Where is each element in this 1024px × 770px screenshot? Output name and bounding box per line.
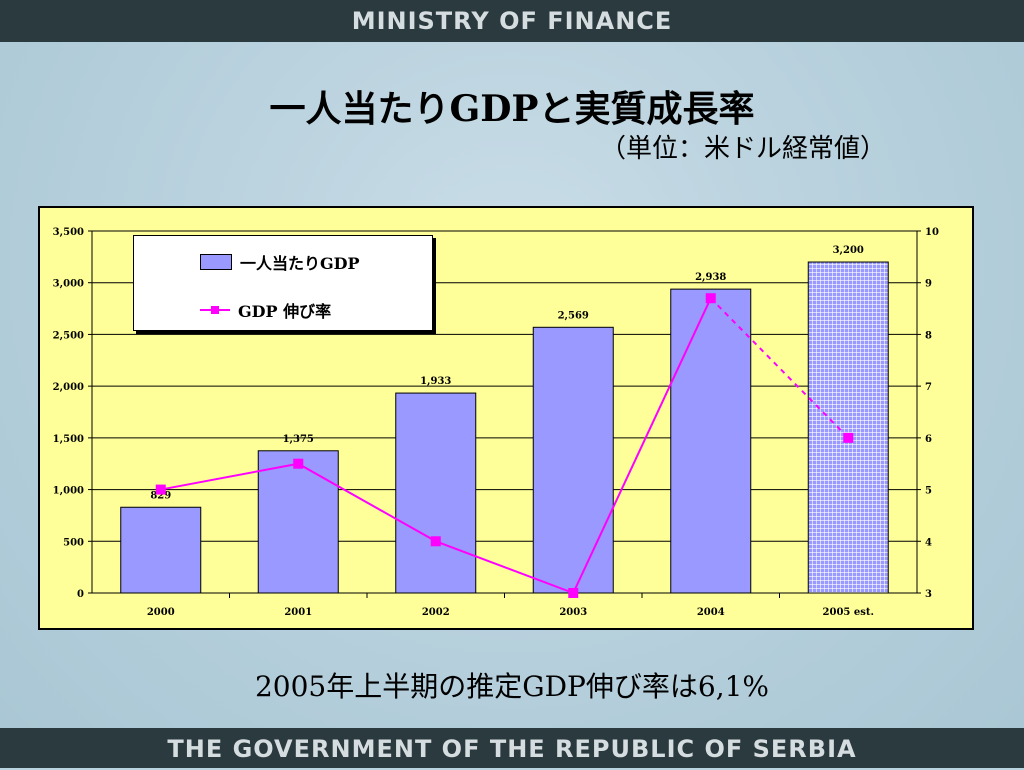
bar-value-label: 1,933 (420, 376, 451, 387)
bar (807, 261, 889, 594)
growth-line-segment (160, 462, 299, 491)
slide-title: 一人当たりGDPと実質成長率 (269, 88, 755, 130)
growth-point (568, 588, 579, 598)
footnote: 2005年上半期の推定GDP伸び率は6,1% (254, 670, 770, 703)
growth-point (155, 484, 166, 495)
right-axis-tick-label: 10 (925, 227, 939, 238)
left-axis-tick-label: 3,500 (53, 227, 84, 238)
x-axis-tick-label: 2005 est. (823, 607, 874, 618)
legend-line-label: GDP 伸び率 (238, 302, 332, 321)
bar (257, 450, 339, 594)
bar (120, 506, 202, 594)
x-axis-tick-label: 2002 (422, 607, 450, 618)
bar-value-label: 829 (150, 490, 171, 501)
left-axis-tick-label: 1,000 (53, 486, 84, 497)
unit-subtitle: （単位：米ドル経常値） (600, 134, 887, 164)
legend-line-swatch (200, 303, 230, 317)
bar-value-label: 1,375 (283, 434, 314, 445)
chart-svg: 0 500 1,000 1,500 2,000 2,500 3,000 3,500 3 4 5 6 7 8… (53, 227, 939, 618)
growth-line-segment (297, 462, 437, 543)
left-axis-tick-label: 2,000 (53, 382, 84, 393)
growth-point (843, 432, 854, 443)
growth-point (293, 458, 304, 469)
bar-value-label: 2,569 (558, 310, 589, 321)
left-axis-tick-label: 1,500 (53, 434, 84, 445)
growth-point (430, 536, 441, 547)
legend-bar-swatch (200, 254, 232, 270)
chart-legend: 一人当たりGDP GDP 伸び率 (133, 235, 433, 331)
header-banner: MINISTRY OF FINANCE (0, 0, 1024, 42)
footer-banner: THE GOVERNMENT OF THE REPUBLIC OF SERBIA (0, 728, 1024, 768)
bar-value-label: 2,938 (695, 272, 726, 283)
bar (670, 288, 752, 594)
right-axis-tick-label: 8 (925, 330, 932, 341)
x-axis-tick-label: 2003 (559, 607, 587, 618)
bar (395, 392, 477, 594)
right-axis-tick-label: 3 (925, 589, 932, 600)
right-axis-tick-label: 5 (925, 486, 932, 497)
growth-point (705, 293, 716, 304)
x-axis-tick-label: 2000 (147, 607, 175, 618)
right-axis-tick-label: 9 (925, 279, 932, 290)
x-axis-tick-label: 2001 (284, 607, 312, 618)
right-axis-tick-label: 4 (925, 537, 932, 548)
left-axis-tick-label: 2,500 (53, 330, 84, 341)
bar-value-label: 3,200 (833, 245, 864, 256)
x-axis-tick-label: 2004 (697, 607, 725, 618)
left-axis-tick-label: 3,000 (53, 279, 84, 290)
right-axis-tick-label: 6 (925, 434, 932, 445)
growth-line-segment (572, 297, 712, 594)
legend-bar-label: 一人当たりGDP (240, 254, 360, 273)
growth-line-segment (435, 540, 574, 594)
left-axis-tick-label: 0 (77, 589, 84, 600)
bar (532, 326, 614, 594)
right-axis-tick-label: 7 (925, 382, 932, 393)
growth-line-segment (710, 297, 849, 439)
left-axis-tick-label: 500 (63, 537, 84, 548)
legend-item-bar: 一人当たりGDP (200, 250, 360, 274)
legend-item-line: GDP 伸び率 (200, 298, 331, 322)
